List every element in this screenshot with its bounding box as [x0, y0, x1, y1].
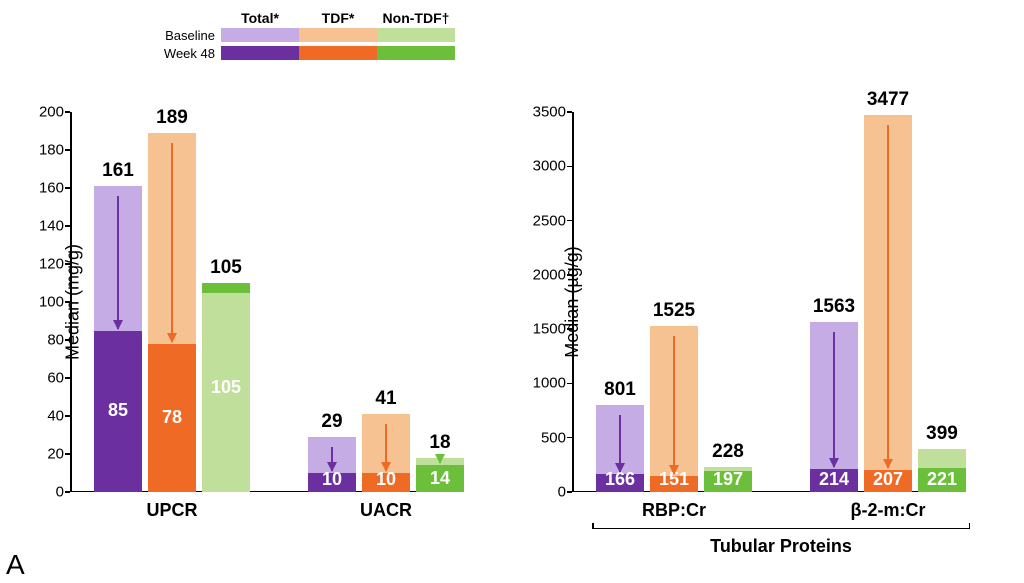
group-label: UACR	[360, 500, 412, 521]
tubular-proteins-brace	[592, 528, 970, 529]
bar-inner-label: 214	[819, 469, 849, 490]
ytick-label: 180	[20, 142, 70, 159]
legend-row-baseline: Baseline	[155, 28, 455, 46]
bar-top-label: 105	[210, 257, 242, 279]
bar-non: 228197	[704, 467, 752, 492]
bar-tdf: 18978	[148, 133, 196, 492]
figure: { "panel_letter": "A", "colors": { "tota…	[0, 0, 1024, 583]
bar-inner-label: 105	[211, 377, 241, 398]
legend: Total* TDF* Non-TDF† Baseline Week 48	[155, 10, 455, 64]
ytick-label: 40	[20, 408, 70, 425]
bar-top-label: 399	[926, 423, 958, 445]
legend-swatch-tdf-week48	[299, 46, 377, 60]
bar-inner-label: 197	[713, 469, 743, 490]
ytick-label: 1500	[522, 321, 572, 338]
bar-inner-label: 10	[376, 469, 396, 490]
bar-tdf: 1525151	[650, 326, 698, 492]
legend-swatch-non-baseline	[377, 28, 455, 42]
bar-total: 1563214	[810, 322, 858, 492]
ytick-label: 140	[20, 218, 70, 235]
bar-total: 801166	[596, 405, 644, 492]
tubular-proteins-label: Tubular Proteins	[710, 536, 852, 557]
legend-swatch-tdf-baseline	[299, 28, 377, 42]
bar-inner-label: 221	[927, 469, 957, 490]
legend-header-total: Total*	[221, 10, 299, 26]
ytick-label: 60	[20, 370, 70, 387]
legend-swatch-non-week48	[377, 46, 455, 60]
bar-non: 399221	[918, 449, 966, 492]
right-plot: Median (µg/g) 05001000150020002500300035…	[572, 112, 964, 492]
bar-top-label: 3477	[867, 89, 909, 111]
ytick-label: 500	[522, 429, 572, 446]
ytick-label: 20	[20, 446, 70, 463]
bar-inner-label: 85	[108, 400, 128, 421]
ytick-label: 3500	[522, 104, 572, 121]
legend-row-week48: Week 48	[155, 46, 455, 64]
bar-top-label: 189	[156, 107, 188, 129]
bar-top-label: 29	[321, 411, 342, 433]
ytick-label: 1000	[522, 375, 572, 392]
bar-inner-label: 14	[430, 468, 450, 489]
left-plot: Median (mg/g) 02040608010012014016018020…	[70, 112, 462, 492]
legend-row-label-baseline: Baseline	[155, 28, 221, 46]
bar-total: 2910	[308, 437, 356, 492]
legend-swatch-total-week48	[221, 46, 299, 60]
ytick-label: 2000	[522, 266, 572, 283]
bar-top-label: 1525	[653, 300, 695, 322]
legend-header-non: Non-TDF†	[377, 10, 455, 26]
ytick-label: 100	[20, 294, 70, 311]
bar-top-label: 161	[102, 160, 134, 182]
bar-non: 1814	[416, 458, 464, 492]
bar-inner-label: 10	[322, 469, 342, 490]
bar-tdf: 3477207	[864, 115, 912, 493]
legend-swatch-total-baseline	[221, 28, 299, 42]
legend-header-tdf: TDF*	[299, 10, 377, 26]
ytick-label: 0	[20, 484, 70, 501]
bar-top-label: 1563	[813, 296, 855, 318]
bar-tdf: 4110	[362, 414, 410, 492]
bar-top-label: 18	[429, 432, 450, 454]
bar-total: 16185	[94, 186, 142, 492]
bar-non: 105105	[202, 283, 250, 492]
group-label: RBP:Cr	[642, 500, 706, 521]
ytick-label: 160	[20, 180, 70, 197]
ytick-label: 2500	[522, 212, 572, 229]
bar-top-label: 801	[604, 379, 636, 401]
ytick-label: 0	[522, 484, 572, 501]
group-label: β-2-m:Cr	[851, 500, 926, 521]
group-label: UPCR	[146, 500, 197, 521]
bar-inner-label: 207	[873, 469, 903, 490]
ytick-label: 80	[20, 332, 70, 349]
bar-top-label: 228	[712, 441, 744, 463]
ytick-label: 200	[20, 104, 70, 121]
bar-inner-label: 78	[162, 407, 182, 428]
ytick-label: 120	[20, 256, 70, 273]
y-axis-title-right: Median (µg/g)	[562, 246, 583, 357]
bar-top-label: 41	[375, 388, 396, 410]
panel-letter: A	[6, 549, 25, 581]
legend-headers: Total* TDF* Non-TDF†	[155, 10, 455, 26]
legend-row-label-week48: Week 48	[155, 46, 221, 64]
ytick-label: 3000	[522, 158, 572, 175]
